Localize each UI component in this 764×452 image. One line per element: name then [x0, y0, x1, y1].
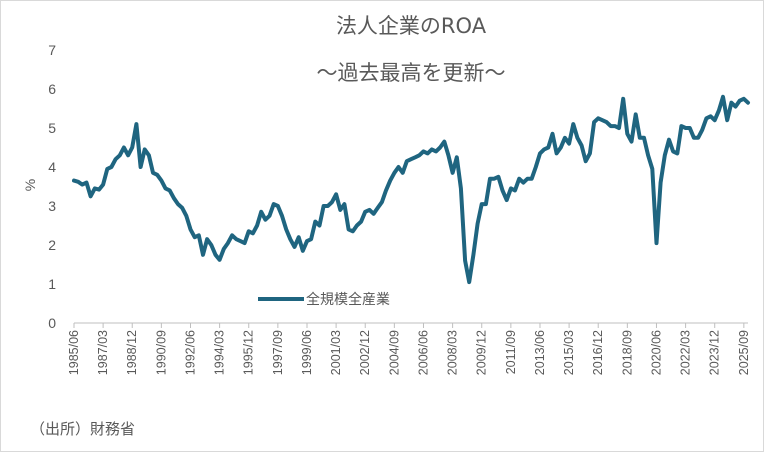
x-tick-label: 2025/09: [737, 330, 751, 375]
source-note: （出所）財務省: [30, 420, 135, 438]
x-tick-label: 2015/03: [562, 330, 576, 375]
x-tick-label: 1987/03: [96, 330, 110, 375]
x-tick-label: 2020/06: [649, 330, 663, 375]
chart-title-line-1: 法人企業のROA: [336, 14, 487, 38]
legend: 全規模全産業: [258, 291, 390, 308]
x-tick-label: 2011/09: [504, 330, 518, 374]
y-tick-label: 0: [48, 315, 56, 331]
legend-label: 全規模全産業: [306, 291, 390, 308]
x-tick-label: 2008/03: [446, 330, 460, 375]
y-tick-label: 7: [48, 42, 56, 58]
y-tick-label: 3: [48, 198, 56, 214]
x-tick-label: 1992/06: [183, 330, 197, 375]
x-tick-label: 2001/03: [329, 330, 343, 375]
x-tick-label: 2023/12: [708, 330, 722, 375]
y-tick-label: 1: [48, 276, 56, 292]
series-line-0: [72, 94, 750, 285]
chart-title-line-2: ～過去最高を更新～: [317, 61, 506, 85]
y-tick-label: 5: [48, 120, 56, 136]
x-tick-label: 1985/06: [67, 330, 81, 375]
x-tick-label: 1990/09: [154, 330, 168, 375]
x-tick-label: 2016/12: [591, 330, 605, 375]
x-tick-label: 2009/12: [475, 330, 489, 375]
y-tick-label: 2: [48, 237, 56, 253]
x-tick-label: 2002/12: [358, 330, 372, 375]
x-tick-label: 2018/09: [620, 330, 634, 375]
x-tick-label: 1988/12: [125, 330, 139, 375]
x-tick-label: 1999/06: [300, 330, 314, 375]
x-tick-label: 2022/03: [679, 330, 693, 375]
y-axis-label: %: [22, 179, 38, 191]
x-tick-label: 1994/03: [213, 330, 227, 375]
y-tick-label: 6: [48, 81, 56, 97]
x-tick-label: 2004/09: [387, 330, 401, 375]
x-tick-label: 2013/06: [533, 330, 547, 375]
x-tick-label: 1997/09: [271, 330, 285, 375]
x-tick-label: 2006/06: [416, 330, 430, 375]
x-tick-label: 1995/12: [242, 330, 256, 375]
y-tick-label: 4: [48, 159, 56, 175]
